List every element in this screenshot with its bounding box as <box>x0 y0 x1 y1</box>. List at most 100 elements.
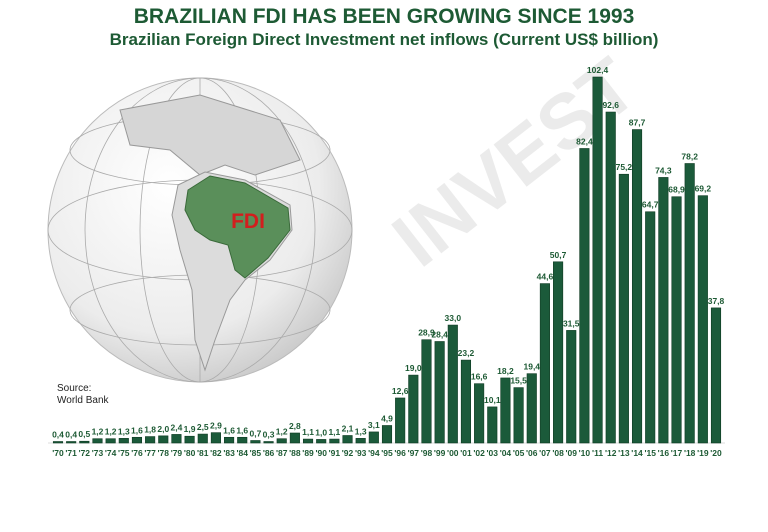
bar-70 <box>52 441 64 444</box>
data-label: 2,0 <box>157 424 169 434</box>
data-label: 19,0 <box>405 363 422 373</box>
bar-11 <box>592 76 603 444</box>
data-label: 28,9 <box>418 328 435 338</box>
data-label: 78,2 <box>681 151 698 161</box>
x-tick-label: '00 <box>447 448 459 458</box>
data-label: 2,1 <box>342 423 354 433</box>
bar-06 <box>526 373 537 444</box>
x-tick-label: '03 <box>487 448 499 458</box>
bar-00 <box>447 324 458 444</box>
x-tick-label: '96 <box>394 448 406 458</box>
bar-88 <box>289 432 300 444</box>
x-tick-label: '78 <box>158 448 170 458</box>
data-label: 31,5 <box>563 318 580 328</box>
source-value: World Bank <box>57 395 109 406</box>
data-label: 28,4 <box>431 329 448 339</box>
x-tick-label: '79 <box>171 448 183 458</box>
bar-92 <box>342 435 353 444</box>
bar-89 <box>302 438 314 444</box>
bar-96 <box>395 397 406 444</box>
chart-subtitle: Brazilian Foreign Direct Investment net … <box>109 30 659 49</box>
data-label: 75,2 <box>616 162 633 172</box>
bar-93 <box>355 438 366 444</box>
bar-77 <box>145 436 156 444</box>
data-label: 16,6 <box>471 372 488 382</box>
data-label: 18,2 <box>497 366 514 376</box>
x-tick-label: '76 <box>131 448 143 458</box>
data-label: 1,6 <box>131 425 143 435</box>
x-tick-label: '77 <box>144 448 156 458</box>
data-label: 10,1 <box>484 395 501 405</box>
data-label: 2,5 <box>197 422 209 432</box>
globe-fdi-label: FDI <box>231 210 265 233</box>
x-tick-label: '05 <box>513 448 525 458</box>
bar-08 <box>553 261 564 444</box>
x-tick-label: '11 <box>592 448 603 458</box>
bar-14 <box>631 129 643 444</box>
x-tick-label: '70 <box>52 448 64 458</box>
x-tick-label: '88 <box>289 448 301 458</box>
x-tick-label: '91 <box>329 448 341 458</box>
bar-01 <box>460 359 472 444</box>
data-label: 0,4 <box>65 430 77 440</box>
x-tick-label: '99 <box>434 448 446 458</box>
globe: FDI <box>47 77 353 383</box>
x-tick-label: '20 <box>710 448 722 458</box>
data-label: 1,1 <box>302 427 314 437</box>
x-tick-label: '10 <box>579 448 591 458</box>
x-tick-label: '75 <box>118 448 130 458</box>
bar-15 <box>645 211 656 444</box>
data-label: 1,0 <box>315 427 327 437</box>
data-label: 0,3 <box>263 430 275 440</box>
data-label: 68,9 <box>668 185 685 195</box>
x-tick-label: '83 <box>223 448 235 458</box>
data-label: 92,6 <box>602 100 619 110</box>
bar-76 <box>131 436 143 444</box>
bar-99 <box>434 341 445 444</box>
bar-74 <box>105 438 116 444</box>
data-label: 23,2 <box>458 348 475 358</box>
data-label: 1,2 <box>276 427 288 437</box>
data-label: 1,1 <box>328 427 340 437</box>
x-tick-label: '18 <box>684 448 696 458</box>
bar-75 <box>118 438 129 444</box>
source-note: Source: World Bank <box>57 383 109 407</box>
x-tick-label: '13 <box>618 448 630 458</box>
data-label: 0,7 <box>249 428 261 438</box>
x-tick-label: '19 <box>697 448 709 458</box>
bar-78 <box>158 435 169 444</box>
data-label: 44,6 <box>537 272 554 282</box>
bar-90 <box>316 439 327 444</box>
bar-82 <box>210 432 221 444</box>
source-label: Source: <box>57 383 92 394</box>
x-tick-label: '97 <box>408 448 420 458</box>
x-tick-label: '07 <box>539 448 551 458</box>
data-label: 2,4 <box>171 422 183 432</box>
x-tick-label: '09 <box>565 448 577 458</box>
x-tick-label: '12 <box>605 448 617 458</box>
bar-72 <box>79 440 90 444</box>
data-label: 4,9 <box>381 413 393 423</box>
bar-09 <box>566 330 577 444</box>
data-label: 33,0 <box>445 313 462 323</box>
bar-94 <box>368 431 379 444</box>
x-tick-label: '86 <box>263 448 275 458</box>
chart-title: BRAZILIAN FDI HAS BEEN GROWING SINCE 199… <box>133 5 635 28</box>
x-tick-label: '82 <box>210 448 222 458</box>
data-label: 0,4 <box>52 430 64 440</box>
bar-98 <box>421 339 432 444</box>
data-label: 37,8 <box>708 296 725 306</box>
data-label: 19,4 <box>523 362 540 372</box>
x-tick-label: '85 <box>250 448 262 458</box>
bar-79 <box>171 434 182 444</box>
x-tick-label: '08 <box>552 448 564 458</box>
bar-71 <box>66 441 77 444</box>
x-tick-label: '72 <box>79 448 91 458</box>
x-tick-label: '17 <box>671 448 683 458</box>
x-tick-label: '89 <box>302 448 314 458</box>
bar-95 <box>381 425 393 444</box>
bar-10 <box>579 148 590 444</box>
data-label: 69,2 <box>695 184 712 194</box>
data-label: 1,3 <box>118 426 130 436</box>
